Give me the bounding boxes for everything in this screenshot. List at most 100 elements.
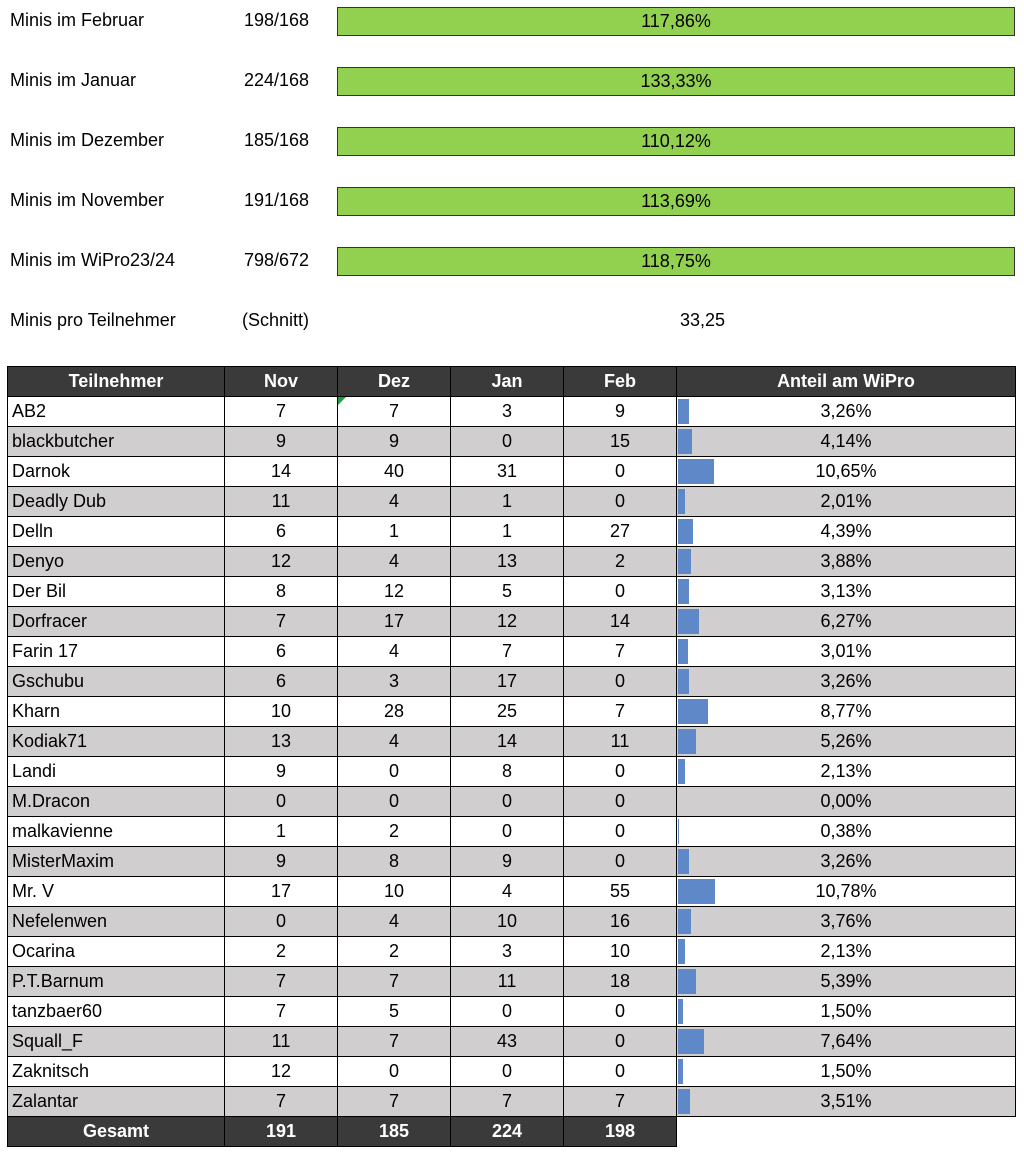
share-label: 3,26% xyxy=(820,851,872,871)
table-cell: 8 xyxy=(337,846,451,877)
table-cell: 0 xyxy=(563,1026,677,1057)
table-cell: Kharn xyxy=(7,696,225,727)
summary-ratio: 191/168 xyxy=(244,190,310,210)
table-cell: Squall_F xyxy=(7,1026,225,1057)
share-label: 7,64% xyxy=(820,1031,872,1051)
table-cell: 1 xyxy=(450,516,564,547)
table-cell: 31 xyxy=(450,456,564,487)
summary-ratio: 185/168 xyxy=(244,130,310,150)
table-cell: 4 xyxy=(450,876,564,907)
table-cell: 7 xyxy=(337,396,451,427)
table-cell: 7 xyxy=(450,636,564,667)
share-label: 5,26% xyxy=(820,731,872,751)
table-cell: 1 xyxy=(337,516,451,547)
table-cell: 9 xyxy=(224,426,338,457)
summary-ratio: 798/672 xyxy=(244,250,310,270)
average-label: Minis pro Teilnehmer xyxy=(10,310,176,330)
table-cell: 55 xyxy=(563,876,677,907)
table-cell: 1 xyxy=(450,486,564,517)
table-cell: 3 xyxy=(337,666,451,697)
data-bar xyxy=(678,729,696,754)
share-cell: 5,26% xyxy=(676,726,1016,757)
table-cell: 6 xyxy=(224,666,338,697)
share-cell: 8,77% xyxy=(676,696,1016,727)
table-cell: 9 xyxy=(563,396,677,427)
table-cell: 11 xyxy=(224,1026,338,1057)
progress-bar: 113,69% xyxy=(337,187,1015,216)
table-cell: 4 xyxy=(337,486,451,517)
share-cell: 3,76% xyxy=(676,906,1016,937)
table-cell: 3 xyxy=(450,396,564,427)
table-cell: 4 xyxy=(337,636,451,667)
data-bar xyxy=(678,1089,690,1114)
share-label: 1,50% xyxy=(820,1001,872,1021)
table-cell: 16 xyxy=(563,906,677,937)
share-cell: 3,51% xyxy=(676,1086,1016,1117)
data-bar xyxy=(678,639,689,664)
table-cell: 10 xyxy=(563,936,677,967)
header-cell: Feb xyxy=(563,366,677,397)
table-cell: 8 xyxy=(450,756,564,787)
share-label: 3,13% xyxy=(820,581,872,601)
average-value: 33,25 xyxy=(680,310,726,330)
share-label: 10,65% xyxy=(815,461,877,481)
table-cell: 9 xyxy=(224,756,338,787)
table-cell: 4 xyxy=(337,906,451,937)
table-cell: 43 xyxy=(450,1026,564,1057)
table-cell: Landi xyxy=(7,756,225,787)
table-cell: MisterMaxim xyxy=(7,846,225,877)
share-cell: 4,39% xyxy=(676,516,1016,547)
table-cell: 6 xyxy=(224,516,338,547)
share-label: 2,13% xyxy=(820,941,872,961)
progress-bar: 117,86% xyxy=(337,7,1015,36)
table-cell: 18 xyxy=(563,966,677,997)
share-cell: 6,27% xyxy=(676,606,1016,637)
share-label: 3,26% xyxy=(820,401,872,421)
table-cell: 7 xyxy=(224,396,338,427)
summary-ratio: 224/168 xyxy=(244,70,310,90)
table-cell: 4 xyxy=(337,546,451,577)
table-cell: 10 xyxy=(450,906,564,937)
footer-cell: Gesamt xyxy=(7,1116,225,1147)
data-bar xyxy=(678,819,680,844)
table-cell: 5 xyxy=(337,996,451,1027)
table-cell: 0 xyxy=(563,786,677,817)
table-cell: 13 xyxy=(450,546,564,577)
table-cell: Kodiak71 xyxy=(7,726,225,757)
table-cell: malkavienne xyxy=(7,816,225,847)
table-cell: tanzbaer60 xyxy=(7,996,225,1027)
data-bar xyxy=(678,429,693,454)
table-cell: 14 xyxy=(563,606,677,637)
share-label: 4,39% xyxy=(820,521,872,541)
table-cell: 0 xyxy=(337,756,451,787)
table-cell: 7 xyxy=(563,636,677,667)
summary-label: Minis im Februar xyxy=(10,10,145,30)
data-bar xyxy=(678,609,700,634)
table-cell: Zaknitsch xyxy=(7,1056,225,1087)
summary-ratio: 198/168 xyxy=(244,10,310,30)
share-label: 0,38% xyxy=(820,821,872,841)
share-cell: 10,65% xyxy=(676,456,1016,487)
table-cell: 0 xyxy=(563,486,677,517)
table-cell: 5 xyxy=(450,576,564,607)
data-bar xyxy=(678,759,686,784)
progress-bar: 118,75% xyxy=(337,247,1015,276)
data-bar xyxy=(678,999,684,1024)
table-cell: Darnok xyxy=(7,456,225,487)
table-cell: 3 xyxy=(450,936,564,967)
data-bar xyxy=(678,1029,704,1054)
progress-bar: 110,12% xyxy=(337,127,1015,156)
table-cell: 0 xyxy=(450,1056,564,1087)
table-cell: 7 xyxy=(563,1086,677,1117)
data-bar xyxy=(678,669,690,694)
share-cell: 1,50% xyxy=(676,996,1016,1027)
footer-cell: 185 xyxy=(337,1116,451,1147)
table-cell: 7 xyxy=(337,1026,451,1057)
summary-label: Minis im Januar xyxy=(10,70,137,90)
table-cell: Nefelenwen xyxy=(7,906,225,937)
table-cell: 12 xyxy=(337,576,451,607)
share-cell: 3,88% xyxy=(676,546,1016,577)
share-label: 5,39% xyxy=(820,971,872,991)
data-bar xyxy=(678,909,691,934)
